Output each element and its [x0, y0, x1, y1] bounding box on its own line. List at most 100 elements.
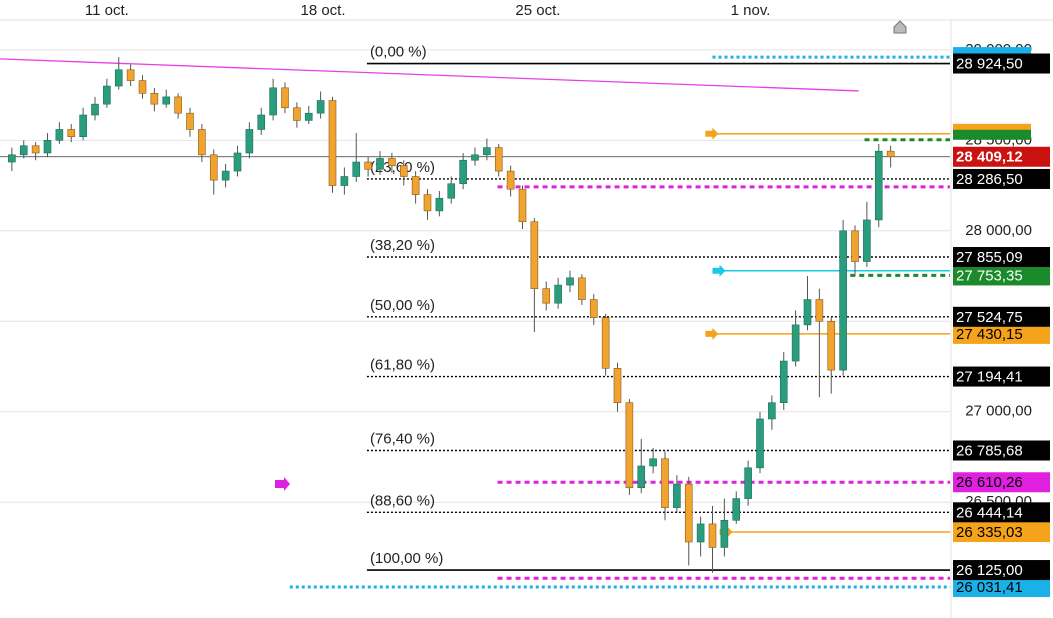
candle-body	[732, 498, 741, 521]
home-icon[interactable]	[893, 20, 907, 34]
candle-body	[399, 165, 408, 177]
candle-body	[269, 87, 277, 116]
candle-body	[839, 230, 847, 371]
candle-body	[221, 170, 230, 181]
candle-body	[340, 176, 349, 186]
candle-body	[649, 458, 657, 467]
fib-label: 27 855,09	[956, 249, 1023, 266]
candle-body	[316, 100, 325, 114]
last-price-label-box	[953, 146, 1050, 167]
candle-body	[589, 299, 598, 318]
level-arrow	[705, 127, 719, 140]
candle-body	[803, 299, 812, 326]
candle-body	[91, 103, 99, 116]
candle-body	[67, 129, 76, 138]
level-label-box	[953, 265, 1050, 286]
candle-body	[293, 107, 301, 121]
level-tag	[953, 123, 1031, 134]
level-label-box	[953, 522, 1050, 543]
candle-body	[304, 112, 313, 121]
candle-body	[388, 158, 396, 166]
level-tag	[953, 47, 1031, 58]
candle-body	[245, 129, 254, 154]
candle-body	[138, 80, 147, 94]
level-label: 26 610,26	[956, 474, 1023, 491]
fib-name: (50,00 %)	[370, 297, 435, 314]
candle-body	[174, 96, 182, 114]
candle-body	[19, 145, 28, 156]
candle-body	[435, 197, 444, 212]
level-tag	[953, 129, 1031, 140]
candle-body	[8, 154, 16, 163]
level-label-box	[953, 323, 1050, 344]
level-label-box	[953, 576, 1050, 597]
candle-body	[459, 159, 467, 185]
fib-name: (0,00 %)	[370, 43, 427, 60]
candle-body	[150, 92, 159, 105]
level-label-box	[953, 472, 1050, 493]
candle-body	[542, 288, 551, 304]
candle-body	[43, 140, 52, 154]
candle-body	[851, 230, 859, 262]
candle-body	[506, 170, 515, 190]
candle-body	[886, 150, 895, 158]
level-arrow	[705, 327, 719, 340]
level-label: 26 031,41	[956, 579, 1023, 596]
trendline	[0, 58, 859, 92]
candle-body	[673, 483, 681, 508]
candle-body	[103, 85, 111, 105]
x-tick-label: 1 nov.	[731, 2, 771, 19]
candle-body	[637, 465, 646, 489]
y-tick-label: 27 000,00	[965, 403, 1032, 420]
candle-body	[744, 467, 752, 499]
candle-body	[518, 188, 527, 223]
fib-label: 27 194,41	[956, 369, 1023, 386]
fib-name: (100,00 %)	[370, 550, 443, 567]
fib-name: (76,40 %)	[370, 430, 435, 447]
y-tick-label: 28 000,00	[965, 222, 1032, 239]
candle-body	[364, 161, 372, 170]
candle-body	[376, 158, 384, 170]
last-price-label: 28 409,12	[956, 149, 1023, 166]
candle-body	[708, 523, 717, 548]
candle-body	[31, 145, 40, 154]
candle-body	[114, 69, 123, 87]
candle-body	[328, 100, 337, 186]
candle-body	[566, 277, 574, 286]
candle-body	[625, 402, 634, 489]
candle-body	[827, 320, 836, 371]
fib-name: (88,60 %)	[370, 492, 435, 509]
fib-label: 28 924,50	[956, 55, 1023, 72]
fib-label-box	[953, 366, 1050, 387]
x-tick-label: 25 oct.	[515, 2, 560, 19]
fib-label: 26 444,14	[956, 504, 1023, 521]
level-arrow	[712, 264, 726, 277]
candle-body	[186, 112, 194, 130]
candle-body	[720, 519, 729, 548]
fib-label-box	[953, 306, 1050, 327]
candle-body	[494, 147, 503, 172]
candle-body	[554, 284, 562, 304]
level-label: 26 335,03	[956, 524, 1023, 541]
candle-body	[471, 154, 479, 161]
candle-body	[779, 360, 788, 403]
level-label: 27 753,35	[956, 267, 1023, 284]
fib-label: 27 524,75	[956, 309, 1023, 326]
candle-body	[874, 150, 883, 221]
candle-body	[55, 129, 64, 141]
fib-label-box	[953, 560, 1050, 581]
candle-body	[815, 299, 824, 322]
candle-body	[257, 114, 266, 130]
candle-body	[198, 129, 206, 156]
fib-name: (38,20 %)	[370, 237, 435, 254]
fib-name: (61,80 %)	[370, 357, 435, 374]
candle-body	[233, 152, 242, 172]
fib-label-box	[953, 168, 1050, 189]
fib-label-box	[953, 53, 1050, 74]
candle-body	[423, 194, 432, 212]
candle-body	[696, 523, 705, 543]
fib-label: 28 286,50	[956, 171, 1023, 188]
candle-body	[661, 458, 669, 508]
